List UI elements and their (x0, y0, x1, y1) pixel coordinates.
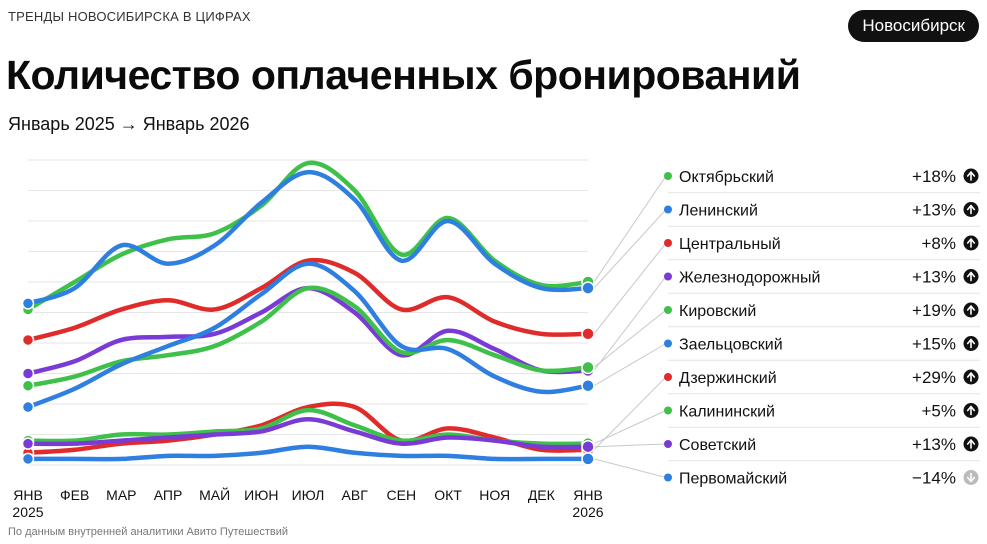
legend-change-value: +19% (912, 301, 956, 320)
chart-endpoint-markers (21, 275, 595, 466)
legend-change-value: +15% (912, 335, 956, 354)
legend-series-name: Дзержинский (679, 370, 777, 387)
legend-series-name: Первомайский (679, 471, 787, 488)
source-footnote: По данным внутренней аналитики Авито Пут… (8, 526, 288, 538)
series-start-point (21, 379, 35, 392)
x-tick-label: ФЕВ (60, 487, 89, 503)
legend-connector (593, 209, 667, 289)
x-tick-label: МАЙ (199, 486, 230, 503)
legend-series-name: Октябрьский (679, 169, 774, 186)
period-label: Январь 2025 → Январь 2026 (8, 114, 250, 134)
series-start-point (21, 297, 35, 310)
legend-color-dot (664, 373, 672, 381)
arrow-up-icon (966, 204, 976, 215)
arrow-up-icon (966, 439, 976, 449)
legend-connector (593, 410, 667, 445)
legend-change-value: −14% (912, 469, 956, 488)
x-tick-label: НОЯ (479, 487, 510, 503)
legend-connector (593, 242, 667, 335)
x-tick-label: ИЮЛ (292, 487, 325, 503)
series-start-point (21, 400, 35, 414)
legend-connector (593, 343, 667, 387)
arrow-down-icon (966, 472, 976, 483)
series-line (25, 169, 591, 306)
page-title: Количество оплаченных бронирований (6, 52, 801, 98)
x-tick-label: МАР (106, 487, 136, 503)
series-line (25, 401, 591, 456)
legend-change-value: +8% (922, 234, 957, 253)
legend-color-dot (664, 406, 672, 415)
series-end-point (581, 378, 595, 393)
arrow-up-icon (966, 338, 976, 349)
series-start-point (21, 333, 35, 347)
legend-color-dot (664, 239, 672, 247)
legend-change-value: +13% (912, 435, 956, 454)
series-line (25, 261, 591, 410)
series-end-point (581, 439, 595, 454)
chart-gridlines (28, 159, 588, 466)
x-tick-label: АВГ (342, 487, 369, 503)
x-tick-label: ДЕК (528, 487, 556, 503)
legend-series-name: Центральный (679, 236, 781, 253)
legend-series-name: Советский (679, 437, 756, 454)
series-line (25, 444, 591, 462)
legend-change-value: +13% (912, 201, 956, 220)
series-end-point (581, 281, 595, 295)
legend-change-value: +29% (912, 368, 956, 387)
arrow-up-icon (966, 372, 976, 382)
legend-series-name: Заельцовский (679, 337, 783, 354)
chart-legend: Октябрьский +18% Ленинский +13% Центральный +… (664, 167, 980, 488)
series-end-point (581, 360, 595, 375)
arrow-up-icon (966, 238, 976, 248)
legend-color-dot (664, 172, 672, 180)
legend-change-value: +5% (922, 402, 957, 421)
legend-series-name: Калининский (679, 404, 775, 421)
x-tick-year: 2026 (572, 504, 603, 520)
series-start-point (21, 452, 35, 466)
legend-connector (593, 458, 667, 478)
series-line (25, 257, 591, 343)
x-tick-label: ОКТ (434, 487, 462, 503)
series-line (25, 285, 591, 388)
x-tick-label: ИЮН (244, 487, 278, 503)
legend-series-name: Ленинский (679, 203, 758, 220)
x-tick-label: ЯНВ (13, 487, 43, 503)
legend-connector (593, 443, 667, 448)
series-end-point (581, 327, 595, 341)
arrow-up-icon (966, 405, 976, 416)
header-kicker: ТРЕНДЫ НОВОСИБИРСКА В ЦИФРАХ (8, 9, 251, 24)
legend-connectors (593, 175, 667, 478)
legend-change-value: +18% (912, 167, 956, 186)
city-selector-button[interactable]: Новосибирск (848, 10, 979, 42)
arrow-up-icon (966, 271, 976, 282)
series-line (25, 160, 591, 312)
legend-connector (593, 276, 667, 371)
legend-color-dot (664, 306, 672, 314)
legend-color-dot (664, 473, 672, 482)
series-start-point (21, 367, 35, 380)
x-tick-year: 2025 (12, 504, 43, 520)
series-start-point (21, 437, 35, 450)
legend-change-value: +13% (912, 268, 956, 287)
x-tick-label: СЕН (387, 487, 417, 503)
legend-connector (593, 175, 667, 283)
legend-color-dot (664, 272, 672, 281)
series-end-point (581, 452, 595, 466)
x-tick-label: ЯНВ (573, 487, 603, 503)
legend-series-name: Кировский (679, 303, 756, 320)
arrow-up-icon (966, 305, 976, 315)
legend-color-dot (664, 205, 672, 214)
series-line (25, 416, 591, 450)
legend-series-name: Железнодорожный (679, 270, 820, 287)
chart-series-lines (25, 160, 591, 462)
legend-color-dot (664, 440, 672, 448)
legend-connector (593, 309, 667, 368)
x-tick-label: АПР (154, 487, 183, 503)
legend-color-dot (664, 339, 672, 348)
arrow-up-icon (966, 171, 976, 181)
